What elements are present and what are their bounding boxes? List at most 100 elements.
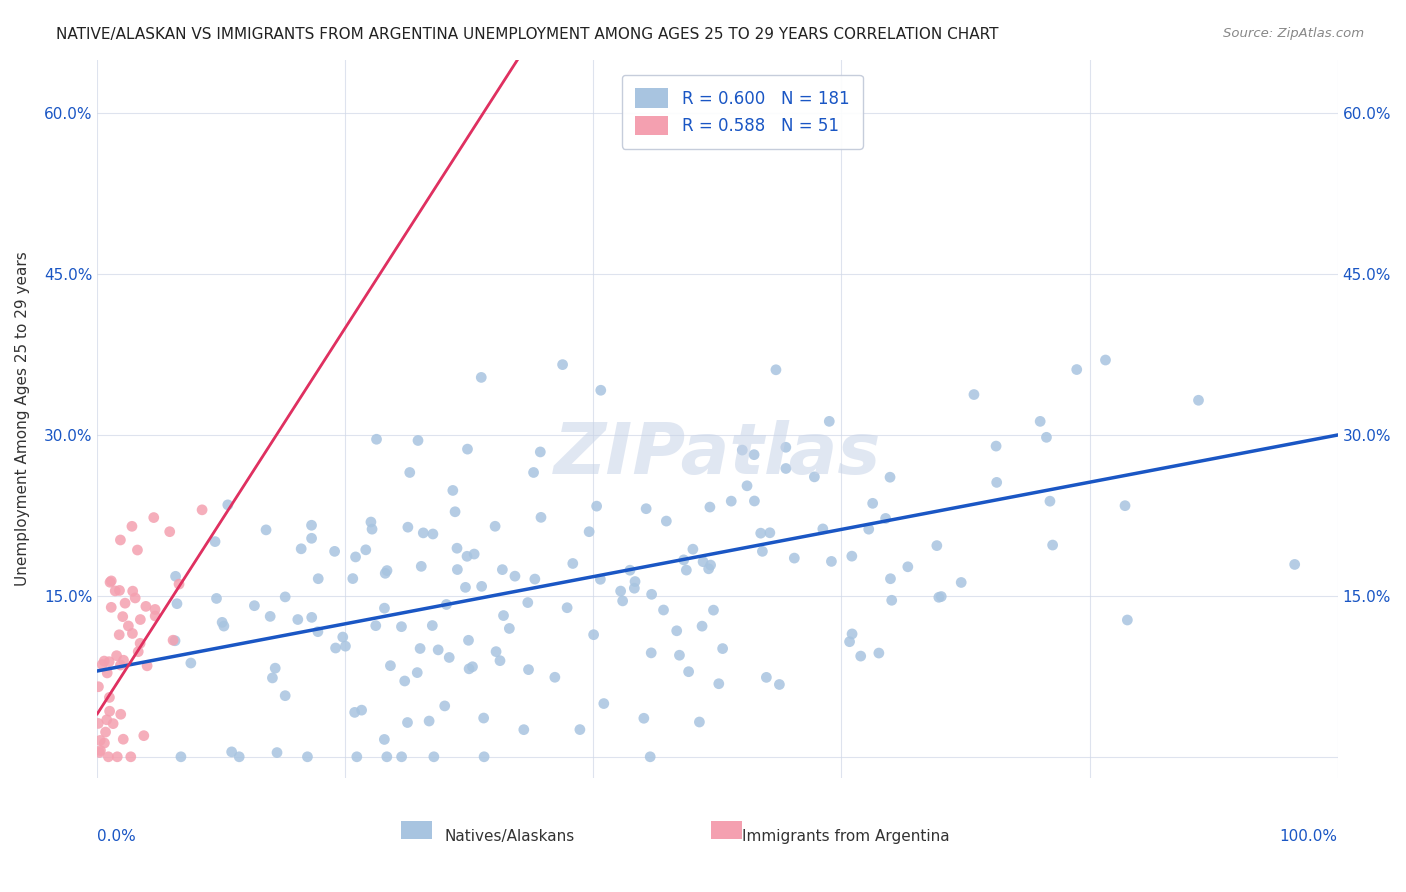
Point	[111, 609, 134, 624]
Point	[485, 645, 508, 659]
Point	[471, 579, 494, 593]
Point	[307, 572, 329, 586]
Point	[456, 549, 478, 564]
Point	[1284, 558, 1306, 572]
Point	[820, 554, 842, 568]
Point	[491, 563, 513, 577]
Point	[301, 610, 323, 624]
Point	[678, 665, 700, 679]
Point	[254, 523, 277, 537]
Point	[129, 613, 152, 627]
Point	[142, 510, 165, 524]
Point	[264, 661, 287, 675]
Point	[211, 615, 233, 630]
Point	[672, 553, 695, 567]
Point	[633, 711, 655, 725]
Point	[492, 608, 515, 623]
Point	[775, 440, 797, 454]
Point	[879, 572, 901, 586]
Point	[582, 628, 605, 642]
Point	[361, 522, 384, 536]
Point	[108, 583, 131, 598]
Point	[129, 636, 152, 650]
Point	[396, 715, 419, 730]
Point	[104, 583, 127, 598]
Point	[484, 519, 506, 533]
Point	[100, 574, 122, 588]
Point	[391, 749, 413, 764]
Point	[699, 500, 721, 514]
Point	[93, 736, 115, 750]
Text: 100.0%: 100.0%	[1279, 829, 1337, 844]
Point	[380, 658, 402, 673]
Point	[93, 654, 115, 668]
Point	[925, 539, 948, 553]
Point	[94, 725, 117, 739]
Point	[446, 541, 468, 556]
Point	[697, 562, 720, 576]
Point	[110, 533, 132, 547]
Point	[640, 587, 662, 601]
Point	[108, 628, 131, 642]
Point	[127, 645, 149, 659]
Point	[522, 466, 544, 480]
Point	[441, 483, 464, 498]
Point	[555, 600, 578, 615]
Point	[457, 633, 479, 648]
Y-axis label: Unemployment Among Ages 25 to 29 years: Unemployment Among Ages 25 to 29 years	[15, 252, 30, 586]
Point	[433, 698, 456, 713]
Point	[89, 743, 111, 757]
Point	[228, 749, 250, 764]
Point	[350, 703, 373, 717]
Point	[841, 549, 863, 564]
Point	[711, 641, 734, 656]
Legend: R = 0.600   N = 181, R = 0.588   N = 51: R = 0.600 N = 181, R = 0.588 N = 51	[621, 75, 863, 149]
Point	[344, 549, 367, 564]
Point	[1029, 414, 1052, 428]
Point	[121, 626, 143, 640]
Point	[97, 749, 120, 764]
Point	[1114, 499, 1136, 513]
Point	[1094, 353, 1116, 368]
Point	[619, 563, 641, 577]
Point	[143, 602, 166, 616]
Point	[354, 542, 377, 557]
Point	[217, 498, 239, 512]
Text: 0.0%: 0.0%	[97, 829, 136, 844]
Point	[110, 707, 132, 722]
Point	[127, 543, 149, 558]
Point	[343, 706, 366, 720]
Point	[699, 558, 721, 573]
Point	[609, 584, 631, 599]
Point	[544, 670, 567, 684]
Point	[301, 518, 323, 533]
Point	[243, 599, 266, 613]
FancyBboxPatch shape	[401, 822, 432, 839]
Point	[262, 671, 284, 685]
Point	[568, 723, 591, 737]
Point	[665, 624, 688, 638]
Point	[858, 522, 880, 536]
Point	[165, 569, 187, 583]
Point	[675, 563, 697, 577]
Point	[117, 619, 139, 633]
Point	[461, 659, 484, 673]
Point	[143, 609, 166, 624]
Point	[121, 584, 143, 599]
Point	[364, 618, 387, 632]
Point	[489, 654, 512, 668]
Point	[307, 624, 329, 639]
Point	[259, 609, 281, 624]
Point	[803, 470, 825, 484]
Point	[720, 494, 742, 508]
Point	[1187, 393, 1209, 408]
Point	[838, 634, 860, 648]
Point	[640, 646, 662, 660]
Point	[454, 580, 477, 594]
Point	[420, 618, 443, 632]
Point	[880, 593, 903, 607]
Point	[406, 665, 429, 680]
Point	[950, 575, 973, 590]
Point	[98, 575, 121, 590]
Point	[167, 577, 190, 591]
